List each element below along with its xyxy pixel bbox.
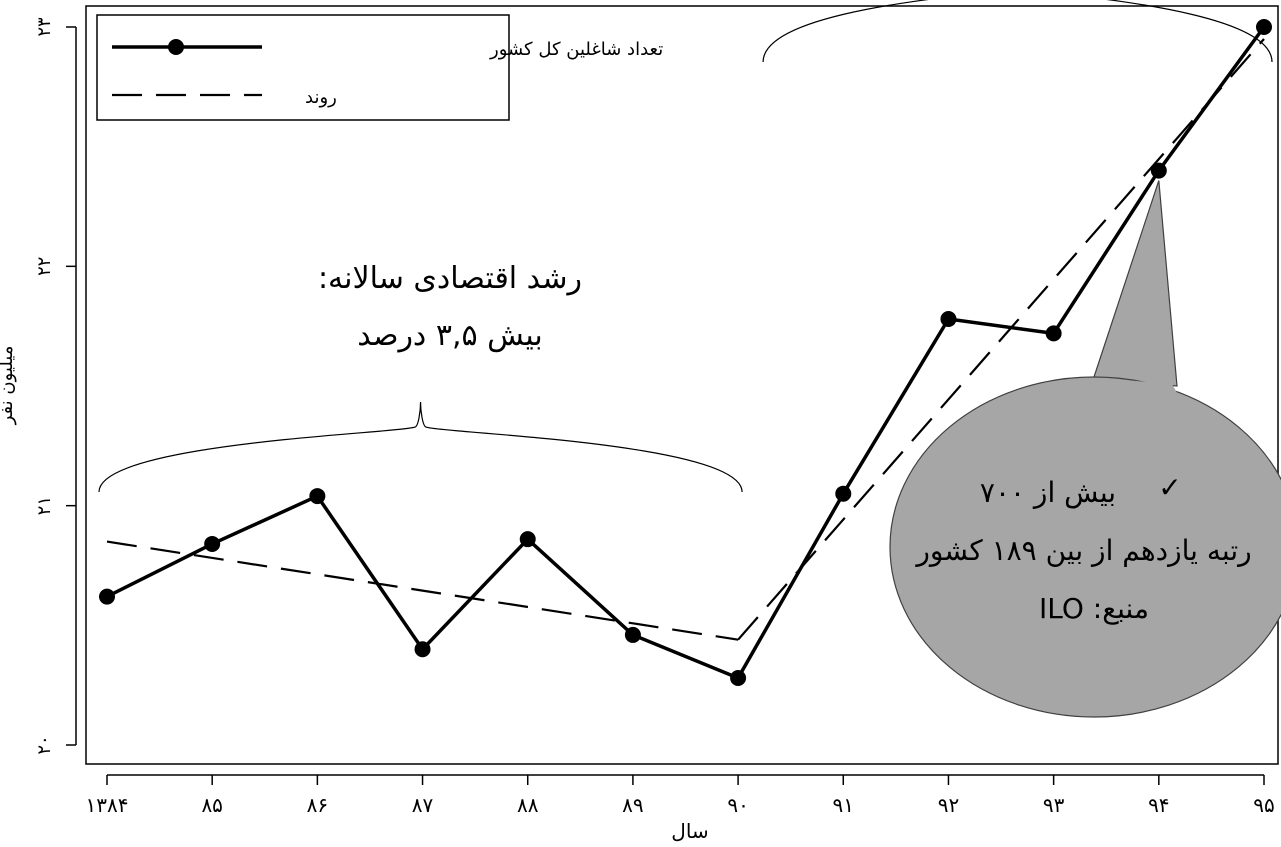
x-axis-title: سال [671,819,708,843]
callout-tail-join [1091,378,1180,398]
data-point [414,641,431,658]
data-point [1256,19,1272,35]
growth-annotation-line2: بیش ۳,۵ درصد [357,318,543,353]
y-tick-label: ۲۰ [34,735,55,754]
y-tick-label: ۲۲ [34,257,55,276]
x-tick-label: ۹۵ [1253,793,1274,817]
legend-box [96,14,510,121]
x-tick-label: ۹۰ [727,793,748,817]
data-point [730,669,747,686]
callout-bubble [889,376,1281,718]
data-point [99,588,115,605]
x-axis: ۱۳۸۴ ۸۵ ۸۶ ۸۷ ۸۸ ۸۹ ۹۰ ۹۱ ۹۲ ۹۳ ۹۴ ۹۵ [86,774,1275,817]
callout-check-icon: ✓ [1158,471,1181,504]
x-tick-label: ۸۶ [307,793,328,817]
x-tick-label: ۸۸ [517,793,539,817]
x-tick-label: ۹۲ [938,793,959,817]
x-tick-label: ۸۹ [622,793,643,817]
growth-annotation-line1: رشد اقتصادی سالانه: [318,261,582,296]
data-point [1045,325,1062,342]
y-axis-title: میلیون نفر [0,346,17,426]
x-tick-label: ۱۳۸۴ [86,793,129,817]
employment-series-points [99,19,1272,686]
x-tick-label: ۸۵ [201,793,222,817]
trend-line-segment-1 [106,540,739,641]
x-tick-label: ۹۳ [1043,793,1065,817]
growth-period-brace [98,401,743,493]
y-axis: ۲۰ ۲۱ ۲۲ ۲۳ [34,17,77,755]
callout-line3: منبع: ILO [1039,592,1149,625]
data-point [519,531,536,548]
callout-line1: بیش از ۷۰۰ [980,476,1116,509]
data-point [309,488,326,505]
x-tick-label: ۹۱ [833,793,854,817]
callout-tail [1092,180,1178,387]
trend-line-segment-2 [737,38,1265,641]
legend-label-employment: تعداد شاغلین کل کشور [489,39,663,60]
y-tick-label: ۲۳ [34,17,55,37]
plot-area [85,5,1279,765]
callout-line2: رتبه یازدهم از بین ۱۸۹ کشور [914,534,1251,567]
legend-label-trend: روند [305,87,337,108]
data-point [940,310,957,327]
legend-marker-employment [168,39,184,55]
x-tick-label: ۸۷ [412,793,434,817]
y-tick-label: ۲۱ [34,496,55,515]
data-point [835,485,852,502]
legend: تعداد شاغلین کل کشور روند [96,14,663,121]
upper-period-brace [762,0,1273,63]
data-point [1150,162,1167,179]
employment-series-line [106,25,1266,680]
x-tick-label: ۹۴ [1148,793,1169,817]
data-point [624,626,641,643]
data-point [204,535,221,552]
